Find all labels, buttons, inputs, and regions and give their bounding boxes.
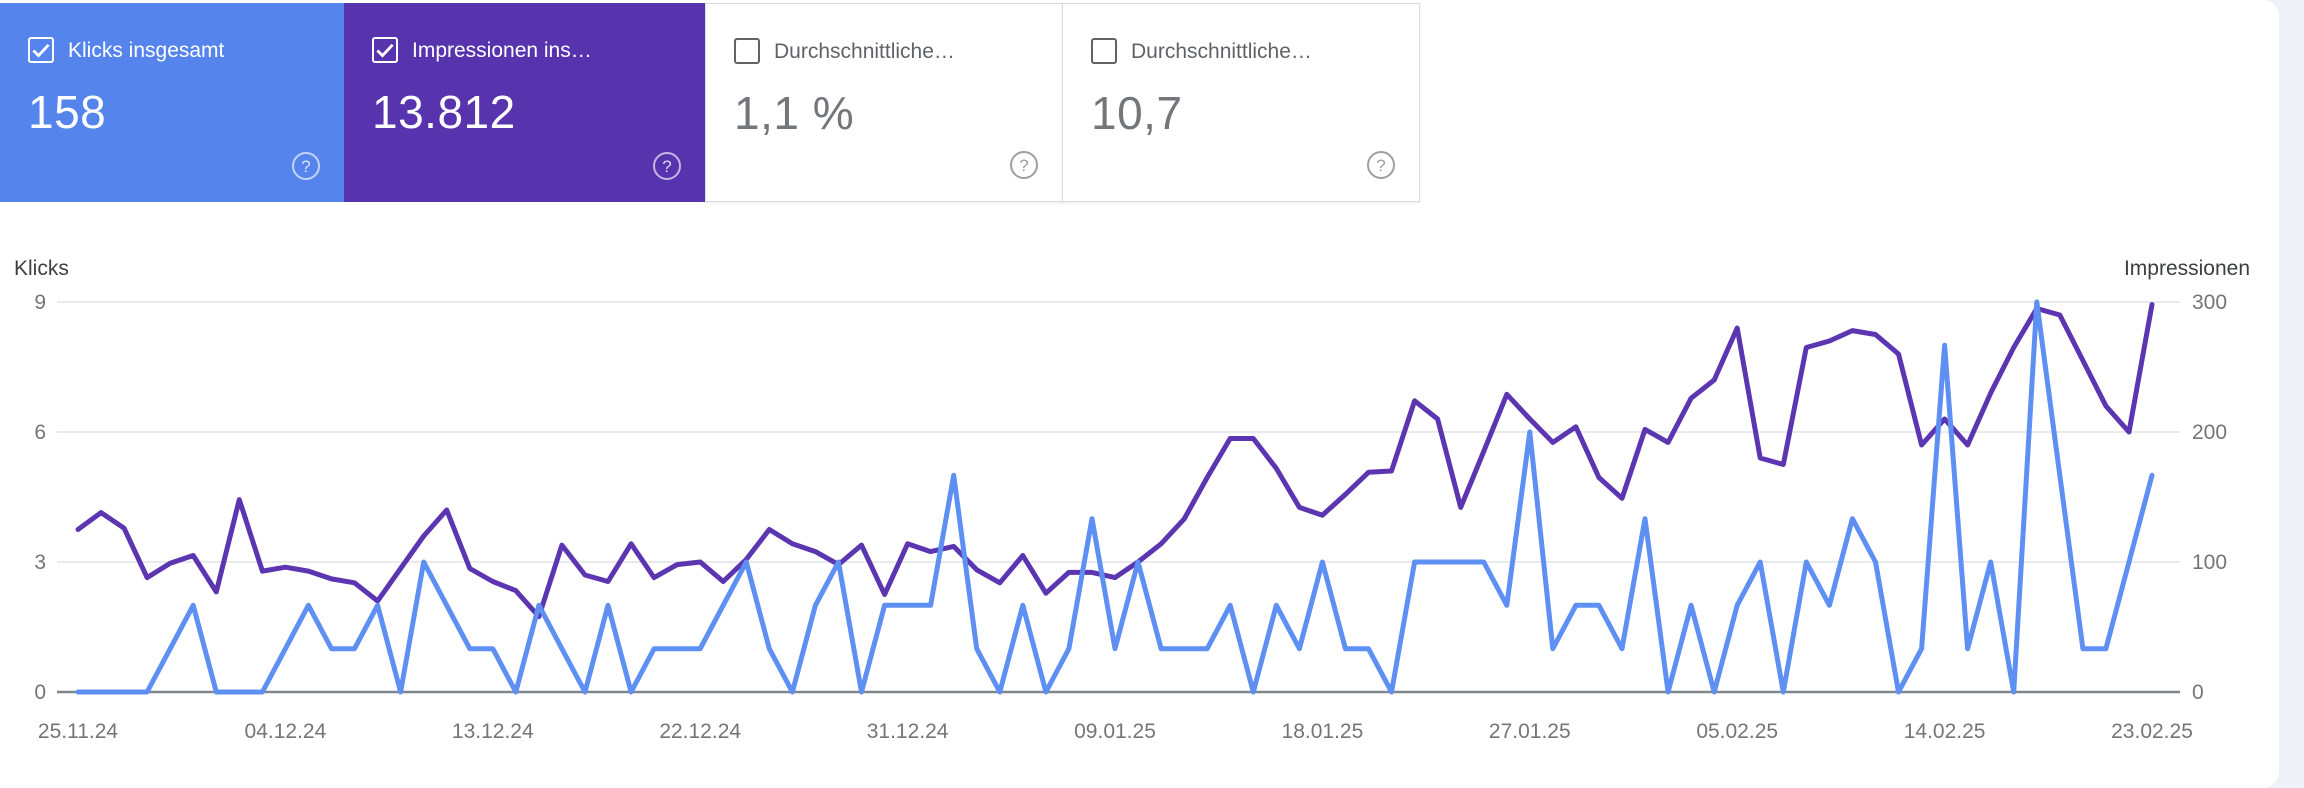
right-axis-tick: 0 <box>2192 681 2204 704</box>
right-axis-tick: 300 <box>2192 291 2227 314</box>
left-axis-tick: 0 <box>34 681 46 704</box>
metric-card-value: 10,7 <box>1091 87 1183 139</box>
right-axis-title: Impressionen <box>2124 257 2250 280</box>
x-axis-tick-label: 31.12.24 <box>867 720 949 743</box>
metric-card-position[interactable]: Durchschnittliche… 10,7 ? <box>1062 3 1420 202</box>
right-axis-tick: 100 <box>2192 551 2227 574</box>
help-icon[interactable]: ? <box>1010 151 1038 179</box>
right-axis-tick: 200 <box>2192 421 2227 444</box>
help-icon[interactable]: ? <box>292 152 320 180</box>
help-icon[interactable]: ? <box>1367 151 1395 179</box>
x-axis-tick-label: 22.12.24 <box>659 720 741 743</box>
help-glyph: ? <box>662 157 672 176</box>
help-glyph: ? <box>301 157 311 176</box>
metric-card-impressions[interactable]: Impressionen ins… 13.812 ? <box>344 3 705 202</box>
x-axis-tick-label: 05.02.25 <box>1696 720 1778 743</box>
metric-card-ctr[interactable]: Durchschnittliche… 1,1 % ? <box>705 3 1063 202</box>
checkbox-unchecked-icon[interactable] <box>1091 38 1117 64</box>
left-axis-title: Klicks <box>14 257 69 280</box>
x-axis-tick-label: 25.11.24 <box>38 720 119 743</box>
series-line-klicks[interactable] <box>75 299 2155 695</box>
metric-card-value: 13.812 <box>372 86 516 138</box>
metric-card-label: Klicks insgesamt <box>68 39 225 62</box>
x-axis-tick-label: 23.02.25 <box>2111 720 2193 743</box>
metric-card-value: 158 <box>28 86 107 138</box>
metric-card-value: 1,1 % <box>734 87 855 139</box>
x-axis-tick-label: 14.02.25 <box>1904 720 1986 743</box>
x-axis-tick-label: 09.01.25 <box>1074 720 1156 743</box>
metric-card-row: Klicks insgesamt 158 ? Impressionen ins…… <box>0 3 1420 202</box>
metric-card-label: Impressionen ins… <box>412 39 592 62</box>
help-icon[interactable]: ? <box>653 152 681 180</box>
left-axis-tick: 9 <box>34 291 46 314</box>
metric-card-label: Durchschnittliche… <box>1131 40 1312 63</box>
help-glyph: ? <box>1019 156 1029 175</box>
checkbox-unchecked-icon[interactable] <box>734 38 760 64</box>
help-glyph: ? <box>1376 156 1386 175</box>
x-axis-tick-label: 27.01.25 <box>1489 720 1571 743</box>
x-axis-tick-label: 18.01.25 <box>1282 720 1364 743</box>
x-axis-tick-label: 13.12.24 <box>452 720 534 743</box>
series-line-impressionen[interactable] <box>75 302 2155 620</box>
metric-card-label: Durchschnittliche… <box>774 40 955 63</box>
checkbox-checked-icon[interactable] <box>372 37 398 63</box>
left-axis-tick: 6 <box>34 421 46 444</box>
left-axis-tick: 3 <box>34 551 46 574</box>
checkbox-checked-icon[interactable] <box>28 37 54 63</box>
x-axis-tick-label: 04.12.24 <box>245 720 327 743</box>
metric-card-clicks[interactable]: Klicks insgesamt 158 ? <box>0 3 344 202</box>
